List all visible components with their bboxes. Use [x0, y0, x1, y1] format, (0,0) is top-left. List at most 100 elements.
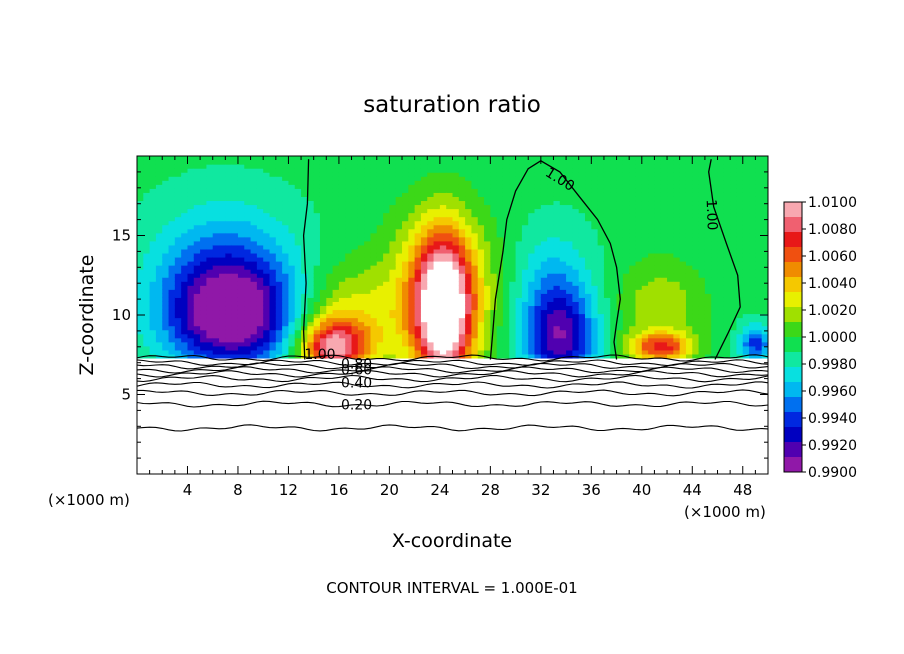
- field-cell: [351, 333, 359, 339]
- field-cell: [603, 345, 611, 351]
- field-cell: [692, 208, 700, 214]
- field-cell: [174, 293, 182, 298]
- field-cell: [263, 236, 271, 242]
- field-cell: [597, 261, 605, 266]
- field-cell: [540, 196, 548, 202]
- field-cell: [288, 168, 296, 173]
- field-cell: [408, 236, 416, 242]
- field-cell: [667, 333, 674, 339]
- field-cell: [660, 261, 668, 266]
- field-cell: [244, 220, 252, 226]
- field-cell: [446, 212, 454, 218]
- field-cell: [326, 345, 334, 351]
- field-cell: [181, 216, 189, 222]
- field-cell: [742, 240, 750, 246]
- field-cell: [162, 176, 170, 181]
- field-cell: [717, 244, 725, 250]
- field-cell: [376, 176, 384, 181]
- field-cell: [351, 212, 359, 218]
- field-cell: [742, 212, 750, 218]
- field-cell: [383, 333, 390, 339]
- field-cell: [761, 220, 768, 226]
- field-cell: [616, 228, 624, 234]
- field-cell: [212, 204, 220, 210]
- field-cell: [319, 256, 327, 262]
- field-cell: [282, 333, 290, 339]
- field-cell: [635, 168, 643, 173]
- field-cell: [219, 273, 226, 278]
- field-cell: [282, 313, 290, 319]
- field-cell: [383, 289, 390, 294]
- field-cell: [345, 180, 353, 185]
- field-cell: [162, 160, 170, 165]
- field-cell: [465, 220, 473, 226]
- field-cell: [206, 321, 214, 327]
- field-cell: [338, 156, 346, 161]
- field-cell: [704, 349, 712, 355]
- field-cell: [231, 196, 239, 202]
- field-cell: [528, 248, 536, 254]
- field-cell: [326, 172, 334, 177]
- field-cell: [402, 285, 409, 290]
- field-cell: [603, 265, 611, 270]
- field-cell: [490, 353, 498, 359]
- field-cell: [591, 261, 599, 266]
- field-cell: [244, 232, 252, 238]
- field-cell: [307, 168, 315, 173]
- field-cell: [641, 204, 649, 210]
- field-cell: [704, 224, 712, 230]
- field-cell: [193, 220, 201, 226]
- field-cell: [439, 228, 447, 234]
- field-cell: [547, 216, 555, 222]
- field-cell: [446, 333, 454, 339]
- field-cell: [307, 321, 315, 327]
- field-cell: [402, 256, 409, 262]
- field-cell: [591, 176, 599, 181]
- field-cell: [685, 160, 693, 165]
- field-cell: [162, 301, 170, 307]
- field-cell: [237, 345, 245, 351]
- field-cell: [528, 325, 536, 331]
- field-cell: [282, 208, 290, 214]
- field-cell: [679, 269, 687, 274]
- field-cell: [591, 317, 599, 323]
- field-cell: [572, 232, 580, 238]
- field-cell: [155, 196, 163, 202]
- field-cell: [641, 285, 649, 290]
- field-cell: [610, 208, 618, 214]
- field-cell: [143, 261, 151, 266]
- field-cell: [269, 156, 277, 161]
- field-cell: [364, 168, 372, 173]
- field-cell: [294, 188, 302, 193]
- field-cell: [648, 228, 656, 234]
- field-cell: [256, 172, 264, 177]
- field-cell: [383, 220, 390, 226]
- field-cell: [275, 224, 283, 230]
- field-cell: [704, 200, 712, 206]
- field-cell: [301, 196, 308, 202]
- field-cell: [338, 212, 346, 218]
- field-cell: [521, 232, 529, 238]
- field-cell: [389, 349, 397, 355]
- field-cell: [515, 196, 523, 202]
- field-cell: [629, 220, 637, 226]
- field-cell: [521, 317, 529, 323]
- field-cell: [635, 252, 643, 258]
- field-cell: [155, 216, 163, 222]
- field-cell: [477, 156, 485, 161]
- field-cell: [742, 341, 750, 347]
- field-cell: [414, 289, 422, 294]
- field-cell: [351, 337, 359, 343]
- field-cell: [395, 325, 403, 331]
- field-cell: [231, 289, 239, 294]
- field-cell: [477, 172, 485, 177]
- field-cell: [193, 168, 201, 173]
- field-cell: [206, 345, 214, 351]
- field-cell: [307, 273, 315, 278]
- field-cell: [364, 176, 372, 181]
- field-cell: [749, 313, 756, 319]
- field-cell: [319, 345, 327, 351]
- field-cell: [730, 313, 738, 319]
- field-cell: [433, 305, 441, 311]
- field-cell: [351, 277, 359, 282]
